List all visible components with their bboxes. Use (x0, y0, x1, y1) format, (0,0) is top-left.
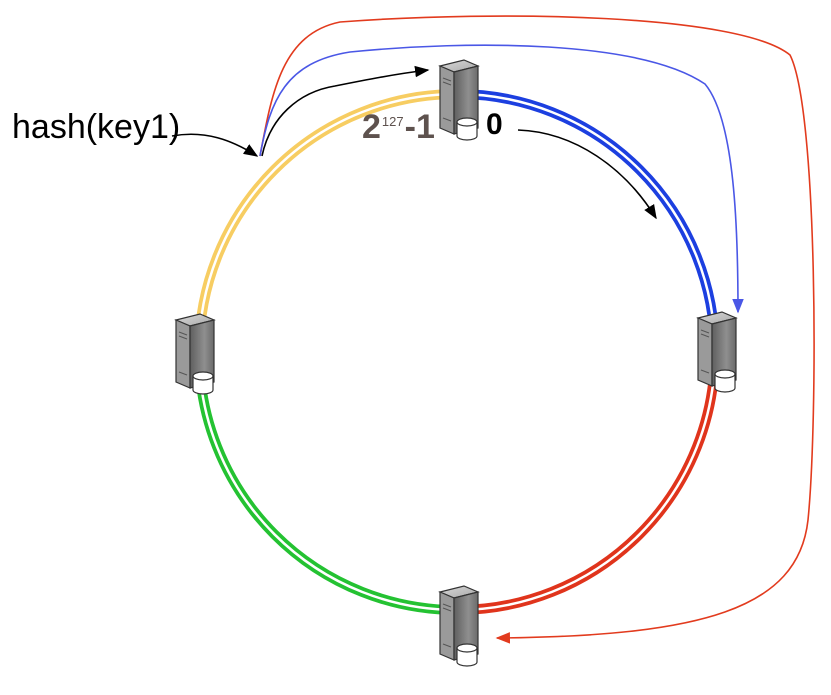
server-left-icon (174, 313, 216, 395)
arc-right-bottom (456, 351, 720, 615)
ring-max-base: 2 (362, 108, 381, 146)
arc-left-top (194, 89, 458, 353)
hash-key-label: hash(key1) (12, 108, 181, 146)
arrow-hash-key-pointer (171, 133, 259, 157)
server-nodes (174, 59, 738, 667)
server-top-icon (438, 59, 480, 141)
arc-top-right (456, 89, 720, 353)
ring-max-exponent: 127 (381, 114, 404, 129)
arrow-black-to-top-node (261, 65, 430, 157)
arrow-blue-to-right-node (259, 44, 744, 314)
ring-max-suffix: -1 (404, 108, 435, 146)
arrows (171, 15, 815, 644)
ring-zero-label: 0 (486, 108, 503, 141)
ring (194, 89, 720, 615)
arc-bottom-left (194, 351, 458, 615)
ring-max-value-label: 2127-1 (362, 108, 435, 147)
server-bottom-icon (438, 585, 480, 667)
arrow-clockwise-direction (517, 129, 657, 220)
arrow-red-to-bottom-node (259, 15, 815, 644)
server-right-icon (696, 311, 738, 393)
